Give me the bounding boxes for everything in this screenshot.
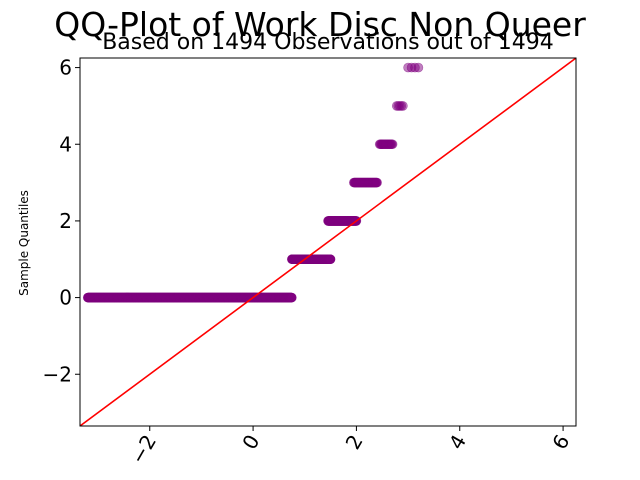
- reference-line: [80, 58, 576, 426]
- sample-points: [82, 62, 424, 303]
- sample-point: [287, 292, 297, 303]
- sample-point: [413, 62, 424, 73]
- reference-line-group: [80, 58, 576, 426]
- y-tick-label: 6: [59, 56, 72, 80]
- y-tick-label: −2: [43, 362, 72, 386]
- y-tick-label: 0: [59, 286, 72, 310]
- sample-point: [387, 139, 398, 150]
- chart-subtitle: Based on 1494 Observations out of 1494: [102, 30, 554, 55]
- y-axis: −2 0 2 4 6: [43, 56, 80, 386]
- x-tick-label: 4: [444, 431, 471, 454]
- x-axis: −2 0 2 4 6: [126, 426, 574, 469]
- sample-point: [372, 177, 382, 188]
- chart-title: QQ-Plot of Work Disc Non Queer: [54, 5, 586, 44]
- sample-point: [325, 254, 336, 265]
- x-tick-label: −2: [126, 431, 162, 469]
- plot-frame: [79, 57, 577, 427]
- y-tick-label: 2: [59, 209, 72, 233]
- y-tick-label: 4: [59, 132, 72, 156]
- x-tick-label: 6: [547, 431, 574, 454]
- sample-point: [398, 101, 408, 111]
- x-tick-label: 2: [341, 431, 368, 454]
- y-axis-label: Sample Quantiles: [17, 190, 31, 296]
- x-tick-label: 0: [237, 431, 264, 454]
